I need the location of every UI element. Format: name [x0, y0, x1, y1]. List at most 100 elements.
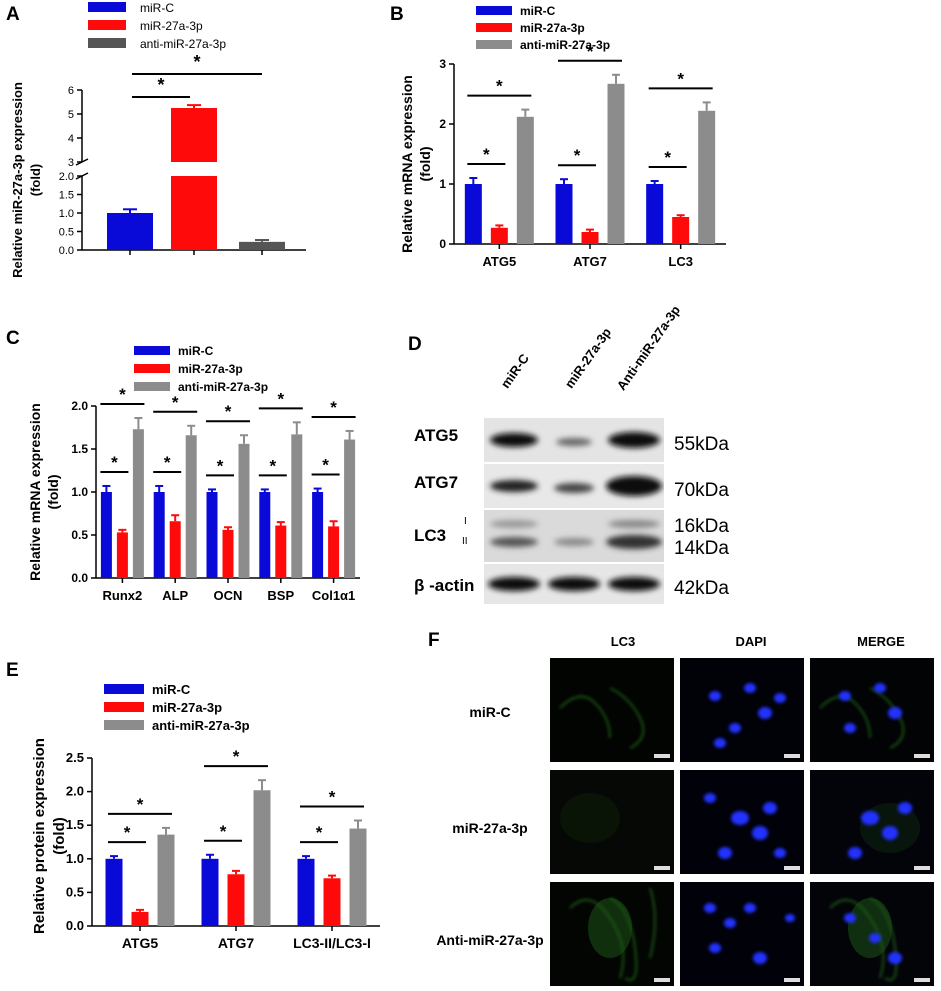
row-label: Anti-miR-27a-3p: [436, 932, 544, 948]
panel-b: B miR-C miR-27a-3p anti-miR-27a-3p Relat…: [390, 4, 726, 269]
bar: [239, 241, 285, 250]
y-tick-label: 2: [439, 117, 446, 131]
lane-label: Anti-miR-27a-3p: [613, 302, 684, 393]
blot-band: [554, 538, 594, 546]
y-tick-label: 2.5: [66, 750, 84, 765]
bar: [464, 184, 482, 244]
y-tick-label: 1.5: [59, 190, 74, 202]
column-label: MERGE: [857, 634, 905, 649]
bar: [201, 858, 219, 926]
bar: [312, 492, 324, 578]
panel-letter-c: C: [6, 328, 20, 349]
blot-row-label: ATG5: [414, 426, 459, 445]
y-tick-label: 3: [68, 157, 74, 169]
blot-band: [490, 480, 538, 492]
bar: [238, 443, 250, 578]
bar: [323, 878, 341, 926]
chart-b: 0 1 2 3 * * ATG5 * * ATG7 * * LC3: [439, 42, 726, 269]
legend-e: miR-C miR-27a-3p anti-miR-27a-3p: [104, 682, 250, 733]
lane-label: miR-C: [497, 351, 532, 391]
kda-label: 14kDa: [674, 538, 729, 559]
bar: [157, 834, 175, 926]
ylabel-e-line2: (fold): [51, 817, 68, 854]
legend-label-mir27a: miR-27a-3p: [178, 362, 243, 376]
blot-image: [484, 418, 664, 604]
legend-swatch-mir27a: [476, 23, 512, 32]
y-tick-label: 1.0: [71, 485, 88, 499]
bar: [227, 874, 245, 926]
sig-star: *: [574, 146, 581, 165]
sig-star: *: [269, 456, 276, 475]
blot-band: [490, 433, 538, 447]
bars-a: [107, 104, 285, 250]
x-tick-label: Col1α1: [312, 588, 355, 603]
bar: [206, 492, 218, 578]
panel-letter-f: F: [428, 630, 440, 651]
kda-label: 55kDa: [674, 434, 729, 455]
sig-star: *: [677, 69, 684, 88]
ylabel-c-line1: Relative mRNA expression: [27, 403, 43, 581]
y-tick-label: 0.5: [66, 884, 84, 899]
y-tick-label: 0.0: [59, 245, 74, 257]
panel-f: F LC3 DAPI MERGE miR-C miR-27a-3p Anti-m…: [420, 620, 941, 991]
kda-label: 70kDa: [674, 480, 729, 501]
legend-label-mir27a: miR-27a-3p: [152, 700, 222, 715]
sig-star: *: [664, 148, 671, 167]
x-tick-label: LC3: [668, 254, 693, 269]
y-tick-label: 1.0: [66, 851, 84, 866]
bar: [171, 108, 217, 162]
bar: [253, 790, 271, 926]
panel-letter-b: B: [390, 4, 404, 25]
bar: [698, 110, 716, 244]
micro-merge-mirc: [810, 658, 934, 762]
sig-star: *: [111, 453, 118, 472]
panel-a: A miR-C miR-27a-3p anti-miR-27a-3p Relat…: [6, 1, 306, 278]
blot-row-label: LC3: [414, 526, 447, 545]
sig-star: *: [277, 389, 284, 408]
panel-letter-a: A: [6, 4, 20, 25]
legend-swatch-mir27a: [88, 20, 126, 30]
sig-star: *: [172, 393, 179, 412]
panel-c: C miR-C miR-27a-3p anti-miR-27a-3p Relat…: [6, 328, 360, 603]
x-tick-label: ALP: [162, 588, 188, 603]
y-tick-label: 0.0: [66, 918, 84, 933]
y-tick-label: 0.5: [71, 528, 88, 542]
ylabel-a-line2: (fold): [28, 164, 43, 196]
ylabel-b-line2: (fold): [417, 147, 433, 182]
blot-band: [608, 520, 660, 528]
sig-star: *: [217, 456, 224, 475]
x-tick-label: ATG7: [573, 254, 607, 269]
bar: [490, 227, 508, 244]
micro-dapi-anti: [680, 882, 804, 986]
ylabel-c-line2: (fold): [45, 475, 61, 510]
legend-swatch-mir27a: [134, 364, 170, 373]
y-tick-label: 0: [439, 237, 446, 251]
bar: [555, 184, 573, 244]
blot-band: [488, 577, 540, 591]
sig-star: *: [225, 402, 232, 421]
x-tick-label: ATG5: [482, 254, 516, 269]
legend-label-mir27a: miR-27a-3p: [140, 19, 203, 33]
y-tick-label: 0.0: [71, 571, 88, 585]
y-tick-label: 1.5: [66, 817, 84, 832]
legend-label-mirc: miR-C: [140, 1, 174, 15]
blot-row-label: ATG7: [414, 473, 459, 492]
legend-swatch-mirc: [104, 684, 144, 694]
sig-star: *: [220, 822, 227, 841]
panel-letter-e: E: [6, 660, 19, 681]
y-tick-label: 6: [68, 85, 74, 97]
legend-swatch-mir27a: [104, 702, 144, 712]
blot-sublabel: I: [464, 516, 467, 527]
bar: [275, 525, 287, 578]
y-tick-label: 0.5: [59, 227, 74, 239]
bar: [259, 492, 271, 578]
lane-label: miR-27a-3p: [561, 324, 615, 391]
bar: [581, 232, 599, 244]
column-label: LC3: [610, 634, 636, 649]
micro-lc3-mir27a: [550, 770, 674, 874]
bar: [222, 529, 234, 578]
y-tick-label: 1.5: [71, 442, 88, 456]
sig-star: *: [496, 77, 503, 96]
ylabel-b-line1: Relative mRNA expression: [399, 75, 415, 253]
sig-star: *: [587, 42, 594, 61]
